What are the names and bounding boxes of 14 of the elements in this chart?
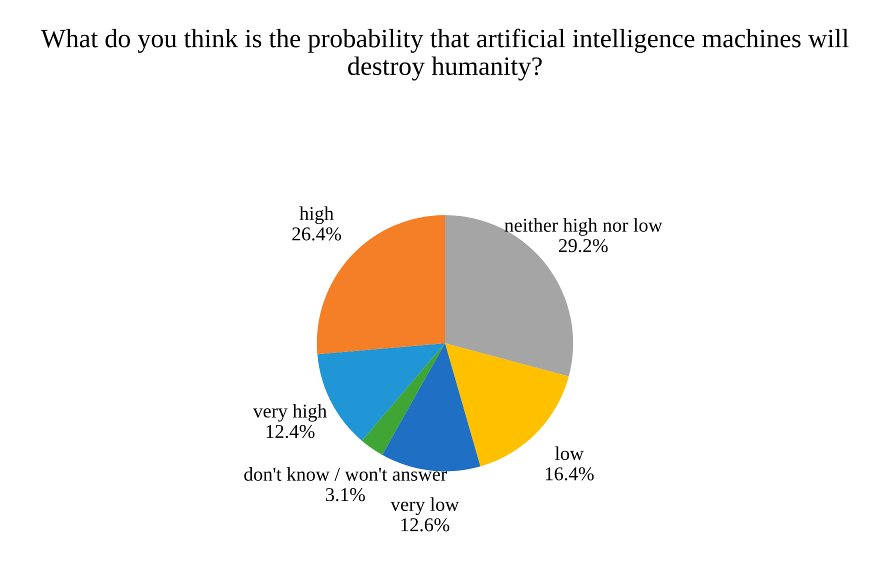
data-label: 26.4% <box>292 227 342 241</box>
pie-slice <box>362 343 445 455</box>
slice-label: low <box>555 446 584 460</box>
data-label: 12.4% <box>266 424 315 438</box>
slice-label: neither high nor low <box>504 218 662 236</box>
data-label: 29.2% <box>559 239 608 252</box>
slice-label: very high <box>253 404 327 422</box>
chart-title: What do you think is the probability that artificial intelligence machines will destroy humanity? <box>40 28 849 81</box>
slice-label: high <box>299 206 334 224</box>
data-label: 12.6% <box>401 518 450 532</box>
slice-label: very low <box>390 497 460 515</box>
slice-label: don't know / won't answer <box>244 467 447 481</box>
data-label: 3.1% <box>326 488 365 502</box>
data-label: 16.4% <box>546 467 594 480</box>
